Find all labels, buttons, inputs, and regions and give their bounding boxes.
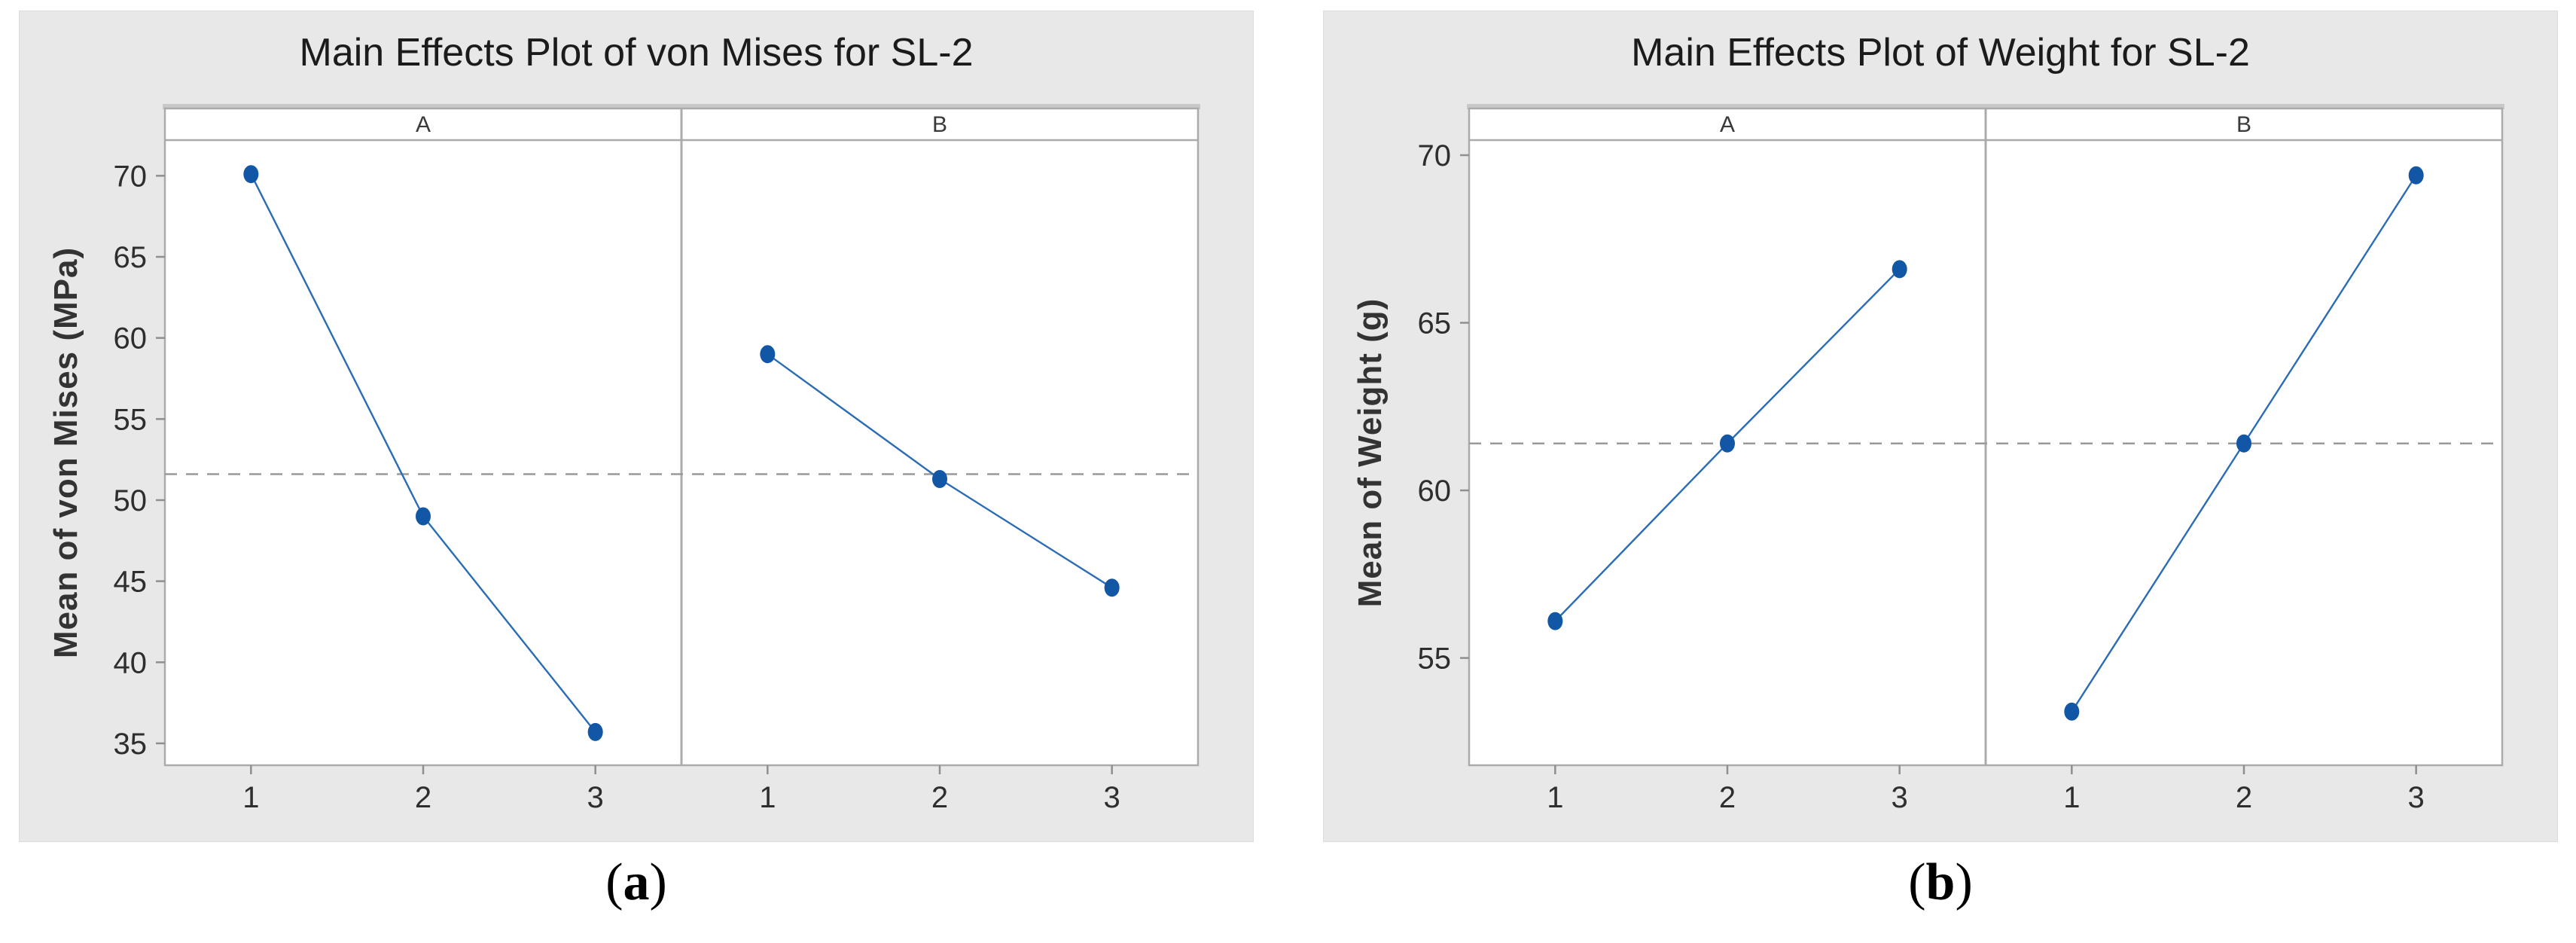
x-tick-label: 3 xyxy=(587,781,604,814)
subfigure-caption-b: (b) xyxy=(1908,853,1973,913)
x-tick-label: 1 xyxy=(1547,781,1563,814)
x-tick-label: 1 xyxy=(2063,781,2080,814)
caption-paren-close: ) xyxy=(649,853,667,911)
y-tick-label: 70 xyxy=(114,160,148,193)
y-tick-label: 70 xyxy=(1418,139,1452,172)
caption-letter: b xyxy=(1925,853,1956,911)
y-tick-label: 50 xyxy=(114,484,148,517)
caption-paren-close: ) xyxy=(1955,853,1973,911)
data-point xyxy=(587,722,603,741)
data-point xyxy=(1104,578,1120,597)
data-point xyxy=(2236,434,2251,453)
x-tick-label: 3 xyxy=(1892,781,1908,814)
chart-title: Main Effects Plot of Weight for SL-2 xyxy=(1631,31,2250,75)
y-tick-label: 65 xyxy=(114,241,148,274)
caption-letter: a xyxy=(623,853,650,911)
y-tick-label: 40 xyxy=(114,646,148,679)
x-tick-label: 2 xyxy=(2236,781,2252,814)
data-point xyxy=(1720,434,1735,453)
chart-canvas-weight: A B 55 60 65 70 1 2 3 1 2 3 xyxy=(1418,104,2504,814)
subfigure-caption-a: (a) xyxy=(605,853,667,913)
panel-label: B xyxy=(2236,112,2251,137)
figure-main-effects-weight: Main Effects Plot of Weight for SL-2 A B 5… xyxy=(1323,11,2558,842)
data-point xyxy=(243,165,259,184)
x-tick-label: 3 xyxy=(2408,781,2425,814)
y-axis-label: Mean of von Mises (MPa) xyxy=(47,246,84,659)
y-tick-label: 35 xyxy=(114,728,148,761)
data-point xyxy=(2064,702,2080,721)
x-tick-label: 2 xyxy=(1719,781,1736,814)
panel-label: A xyxy=(416,112,431,137)
panel-label: A xyxy=(1720,112,1735,137)
x-tick-label: 1 xyxy=(242,781,259,814)
y-tick-label: 60 xyxy=(114,322,148,356)
data-point xyxy=(932,469,947,488)
data-point xyxy=(416,507,431,526)
y-tick-label: 55 xyxy=(1418,642,1452,676)
x-tick-label: 2 xyxy=(415,781,431,814)
y-tick-label: 45 xyxy=(114,566,148,599)
caption-paren-open: ( xyxy=(1908,853,1926,911)
y-tick-label: 60 xyxy=(1418,475,1452,508)
chart-title: Main Effects Plot of von Mises for SL-2 xyxy=(299,31,974,75)
y-tick-label: 65 xyxy=(1418,307,1452,340)
caption-paren-open: ( xyxy=(605,853,623,911)
data-point xyxy=(760,345,776,364)
data-point xyxy=(1547,612,1563,630)
figure-main-effects-von-mises: Main Effects Plot of von Mises for SL-2 … xyxy=(19,11,1254,842)
x-tick-label: 2 xyxy=(931,781,948,814)
panel-header-shade xyxy=(163,104,1200,109)
x-tick-label: 1 xyxy=(759,781,776,814)
panel-label: B xyxy=(932,112,947,137)
chart-canvas-von-mises: A B 35 40 45 50 55 60 65 70 1 2 3 1 2 3 xyxy=(114,104,1200,814)
y-axis-label: Mean of Weight (g) xyxy=(1352,298,1389,608)
x-tick-label: 3 xyxy=(1104,781,1120,814)
data-point xyxy=(1892,260,1907,279)
panel-header-shade xyxy=(1467,104,2504,109)
y-tick-label: 55 xyxy=(114,403,148,436)
data-point xyxy=(2408,166,2424,185)
